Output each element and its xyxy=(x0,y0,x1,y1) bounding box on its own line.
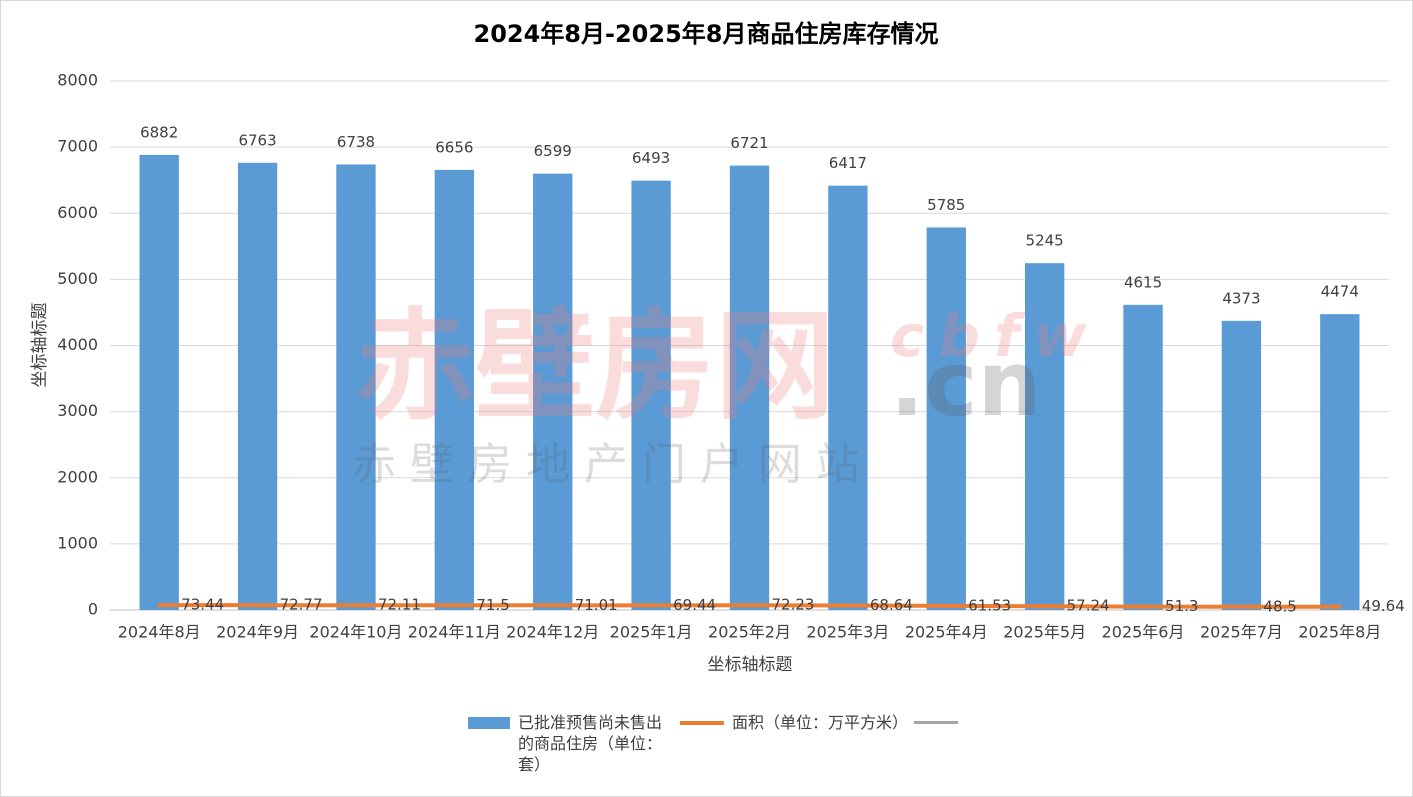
bar xyxy=(1221,320,1262,610)
bar-value-label: 6417 xyxy=(829,154,867,172)
bar-value-label: 6656 xyxy=(435,138,473,156)
bar xyxy=(631,180,671,610)
x-tick-label: 2024年12月 xyxy=(506,623,599,642)
legend-swatch xyxy=(468,717,510,729)
line-value-label: 57.24 xyxy=(1067,597,1110,615)
y-axis-title: 坐标轴标题 xyxy=(30,303,50,388)
legend-item: 面积（单位：万平方米） xyxy=(680,712,909,775)
legend-swatch xyxy=(914,721,958,724)
x-tick-label: 2025年1月 xyxy=(610,623,693,642)
bar-value-label: 6493 xyxy=(632,149,670,167)
bar-value-label: 6721 xyxy=(730,134,768,152)
bar-value-label: 4615 xyxy=(1124,273,1162,291)
legend-label: 面积（单位：万平方米） xyxy=(732,713,909,732)
line-value-label: 71.01 xyxy=(575,596,618,614)
x-tick-label: 2024年11月 xyxy=(408,623,501,642)
bar xyxy=(237,162,278,610)
line-value-label: 72.77 xyxy=(280,596,323,614)
x-tick-label: 2025年8月 xyxy=(1298,623,1381,642)
bar xyxy=(139,154,179,611)
watermark: 赤壁房网 cbfw .cn 赤 壁 房 地 产 门 户 网 站 xyxy=(352,298,1101,490)
x-axis-title: 坐标轴标题 xyxy=(708,655,793,675)
x-tick-label: 2024年10月 xyxy=(309,623,402,642)
x-tick-label: 2024年8月 xyxy=(118,623,201,642)
legend-item: 已批准预售尚未售出的商品住房（单位：套） xyxy=(468,712,668,775)
bar-value-label: 6882 xyxy=(140,123,178,141)
y-tick-label: 6000 xyxy=(57,203,98,222)
bar-value-label: 4474 xyxy=(1321,283,1359,301)
x-tick-label: 2025年2月 xyxy=(708,623,791,642)
line-value-label: 51.3 xyxy=(1165,597,1198,615)
line xyxy=(157,603,1342,609)
y-tick-label: 4000 xyxy=(57,335,98,354)
x-tick-label: 2025年3月 xyxy=(806,623,889,642)
bar xyxy=(336,164,376,610)
bar xyxy=(1024,263,1065,610)
watermark-domain: .cn xyxy=(890,332,1042,437)
x-tick-label: 2025年6月 xyxy=(1102,623,1185,642)
line-value-label: 71.5 xyxy=(476,596,509,614)
watermark-main: 赤壁房网 xyxy=(355,298,835,437)
y-tick-label: 0 xyxy=(88,600,98,619)
watermark-latin: cbfw xyxy=(890,302,1101,370)
line-value-label: 68.64 xyxy=(870,596,913,614)
line-value-label: 61.53 xyxy=(968,596,1011,614)
plot: 0 1000 2000 3000 4000 5000 6000 7000 8000 2024年8月… xyxy=(57,71,1404,642)
line-value-label: 72.11 xyxy=(378,596,421,614)
bar xyxy=(533,173,573,611)
y-tick-label: 1000 xyxy=(57,533,98,552)
x-tick-label: 2025年7月 xyxy=(1200,623,1283,642)
watermark-sub: 赤 壁 房 地 产 门 户 网 站 xyxy=(352,439,860,490)
bar-value-label: 5785 xyxy=(927,196,965,214)
y-tick-label: 2000 xyxy=(57,467,98,486)
y-tick-label: 8000 xyxy=(57,71,98,90)
bar-value-label: 6763 xyxy=(238,131,276,149)
x-tick-label: 2025年4月 xyxy=(905,623,988,642)
y-tick-label: 5000 xyxy=(57,269,98,288)
line-value-label: 69.44 xyxy=(673,596,716,614)
line-value-label: 49.64 xyxy=(1362,597,1405,615)
line-value-label: 48.5 xyxy=(1263,597,1296,615)
chart-title: 2024年8月-2025年8月商品住房库存情况 xyxy=(474,20,939,48)
bar xyxy=(729,165,770,611)
line-value-label: 73.44 xyxy=(181,596,224,614)
bar xyxy=(434,169,475,610)
bar xyxy=(1320,314,1360,610)
bar-value-label: 5245 xyxy=(1026,232,1064,250)
bar-value-label: 6738 xyxy=(337,133,375,151)
bar xyxy=(828,185,868,610)
x-tick-label: 2025年5月 xyxy=(1003,623,1086,642)
bar-value-label: 4373 xyxy=(1222,289,1260,307)
legend-swatch xyxy=(680,721,724,725)
x-tick-label: 2024年9月 xyxy=(216,623,299,642)
y-tick-label: 3000 xyxy=(57,401,98,420)
legend: 已批准预售尚未售出的商品住房（单位：套） 面积（单位：万平方米） xyxy=(468,712,958,775)
bar xyxy=(1123,304,1163,610)
line-value-label: 72.23 xyxy=(772,596,815,614)
bar-value-label: 6599 xyxy=(534,142,572,160)
y-tick-label: 7000 xyxy=(57,137,98,156)
bar xyxy=(926,227,966,611)
legend-label: 已批准预售尚未售出的商品住房（单位：套） xyxy=(518,713,663,774)
